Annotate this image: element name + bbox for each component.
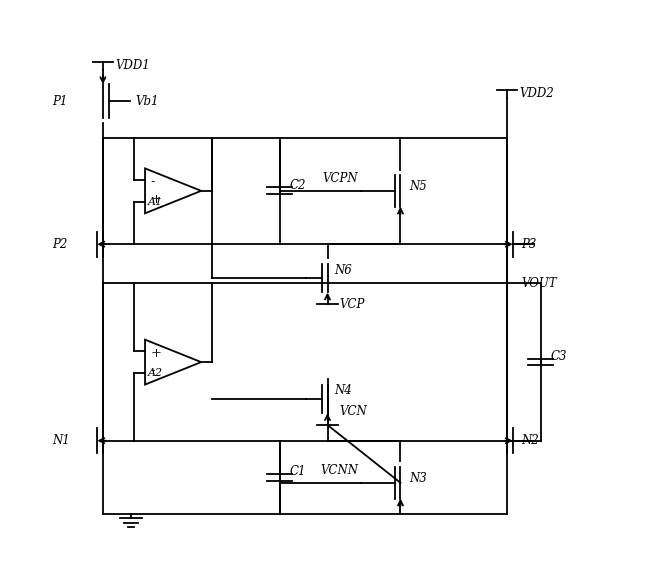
Text: N1: N1 (52, 434, 70, 447)
Text: Vb1: Vb1 (136, 95, 159, 108)
Text: C3: C3 (551, 350, 567, 363)
Text: N2: N2 (521, 434, 539, 447)
Text: +: + (151, 346, 162, 359)
Text: N6: N6 (334, 264, 352, 277)
Text: VCN: VCN (340, 405, 367, 418)
Text: A1: A1 (148, 197, 163, 207)
Text: VOUT: VOUT (521, 277, 557, 290)
Text: -: - (151, 365, 155, 378)
Text: P3: P3 (521, 238, 536, 251)
Text: C2: C2 (290, 179, 307, 192)
Text: VDD2: VDD2 (519, 87, 554, 100)
Text: N5: N5 (409, 180, 426, 193)
Text: VCPN: VCPN (323, 172, 358, 185)
Text: P2: P2 (52, 238, 67, 251)
Text: VDD1: VDD1 (115, 59, 150, 72)
Text: N4: N4 (334, 384, 352, 397)
Text: +: + (151, 193, 162, 206)
Text: N3: N3 (409, 472, 426, 485)
Text: A2: A2 (148, 369, 163, 378)
Text: VCNN: VCNN (320, 464, 358, 477)
Text: VCP: VCP (340, 298, 365, 311)
Text: -: - (151, 175, 155, 188)
Text: P1: P1 (52, 95, 67, 108)
Text: C1: C1 (290, 465, 307, 478)
